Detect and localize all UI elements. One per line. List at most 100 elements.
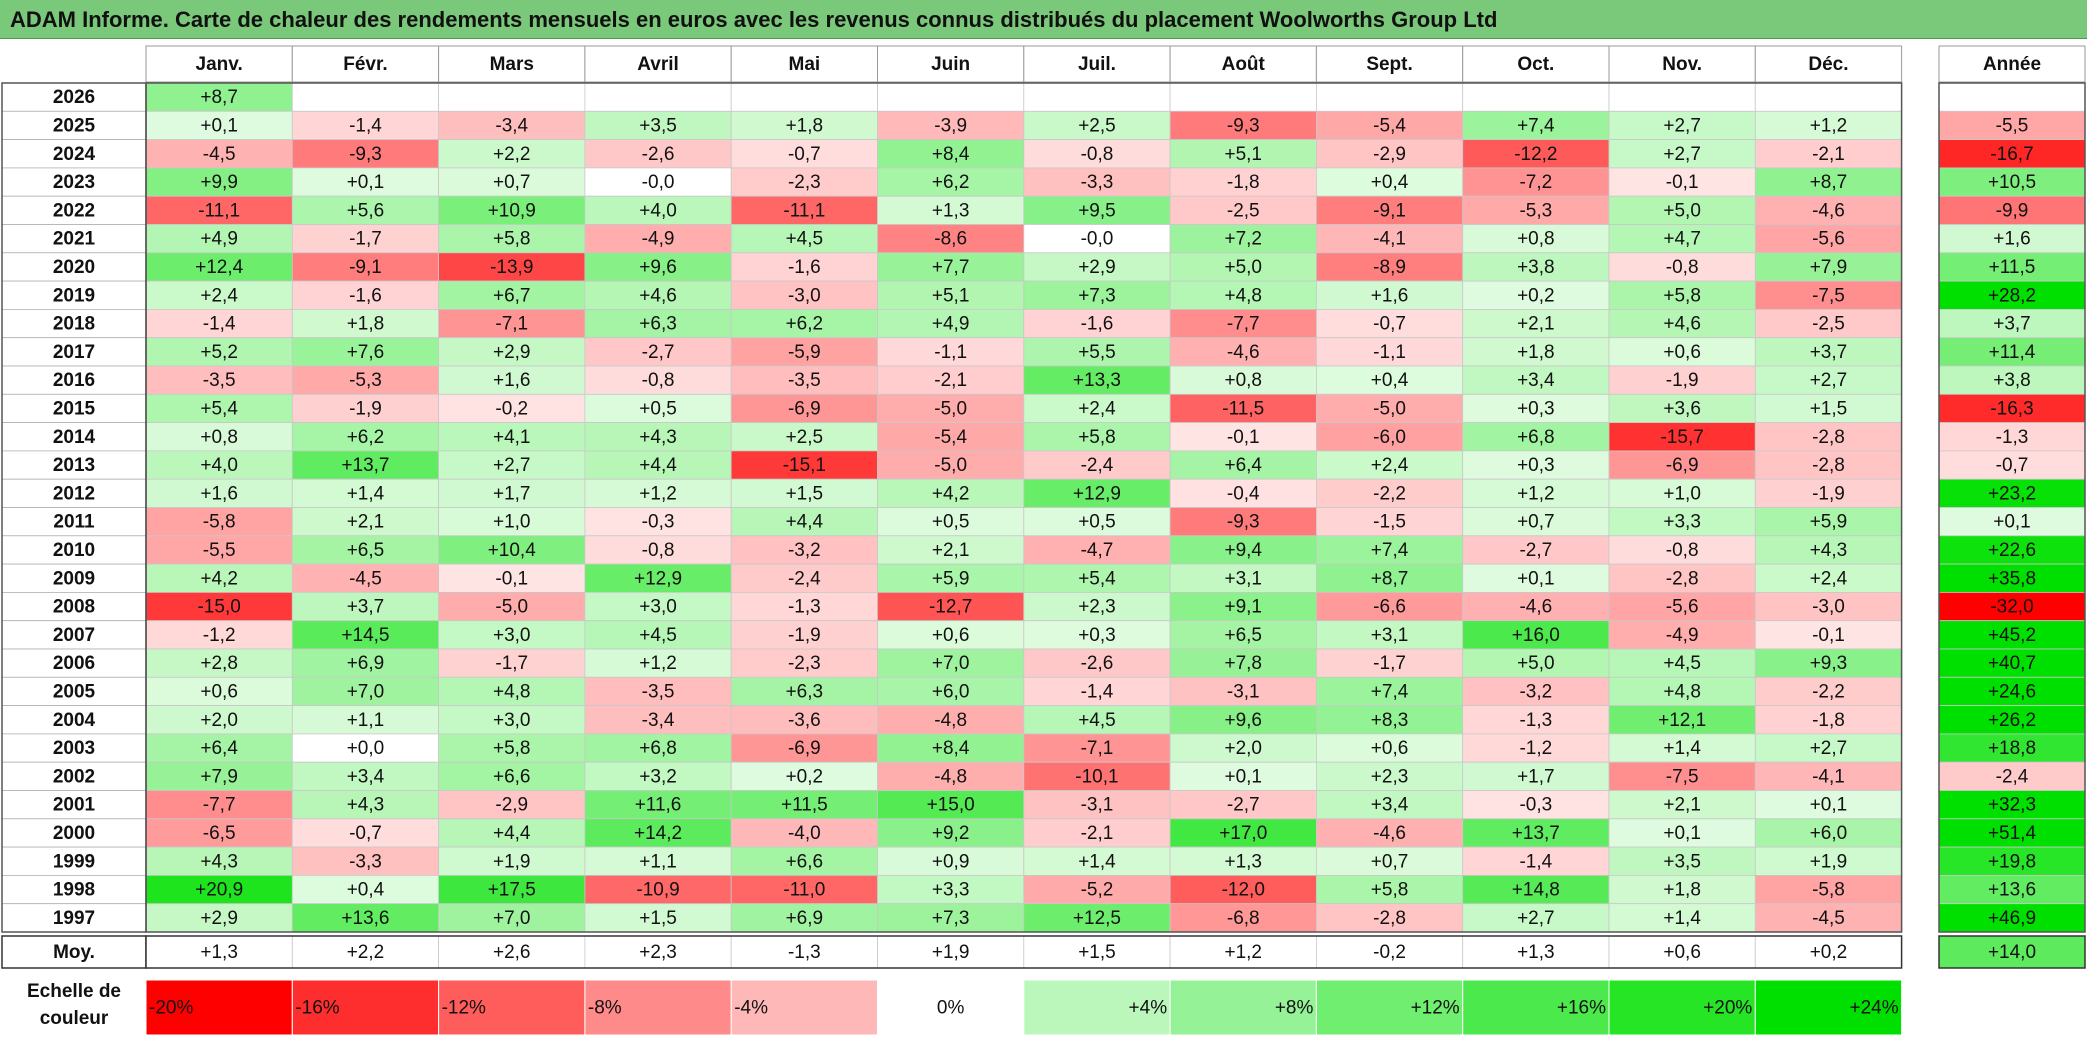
cell-value: +2,7 [1810, 738, 1848, 759]
cell-value: -2,6 [1081, 653, 1114, 674]
heatmap-cell [1316, 507, 1464, 537]
cell-value: +0,1 [200, 115, 238, 136]
cell-value: +0,3 [1517, 455, 1555, 476]
cell-value: -4,0 [788, 823, 821, 844]
heatmap-cell [1023, 393, 1171, 423]
heatmap-cell [584, 676, 732, 706]
color-scale-stop-label: +24% [1849, 998, 1898, 1019]
heatmap-cell [1754, 648, 1903, 678]
cell-value: +5,9 [932, 568, 970, 589]
year-cell [1, 676, 147, 706]
cell-value: +8,4 [932, 738, 970, 759]
year-cell [1, 875, 147, 905]
cell-value: -4,1 [1373, 229, 1406, 250]
heatmap-cell [1169, 82, 1317, 112]
average-value: -0,2 [1373, 942, 1406, 963]
column-header: Janv. [196, 54, 243, 75]
cell-value: +8,7 [1371, 568, 1409, 589]
average-cell [1754, 935, 1903, 969]
heatmap-cell [730, 393, 878, 423]
cell-value: -7,7 [1227, 314, 1260, 335]
cell-value: +2,9 [200, 908, 238, 929]
annual-header-cell [1938, 45, 2086, 83]
cell-value: -2,7 [1519, 540, 1552, 561]
heatmap-cell [1023, 365, 1171, 395]
cell-value: -9,1 [349, 257, 382, 278]
cell-value: +12,4 [195, 257, 244, 278]
cell-value: +6,0 [1810, 823, 1848, 844]
cell-value: -0,8 [642, 540, 675, 561]
cell-value: +6,2 [347, 427, 385, 448]
heatmap-cell [584, 733, 732, 763]
cell-value: -0,1 [1666, 172, 1699, 193]
cell-value: +3,0 [493, 710, 531, 731]
cell-value: +9,2 [932, 823, 970, 844]
cell-value: +10,4 [488, 540, 537, 561]
heatmap-cell [1169, 790, 1317, 820]
color-scale-stop-label: -12% [442, 998, 486, 1019]
color-scale-stop-label: 0% [937, 998, 965, 1019]
annual-value: -2,4 [1996, 766, 2029, 787]
heatmap-cell [1023, 110, 1171, 141]
cell-value: -4,9 [642, 229, 675, 250]
heatmap-cell [584, 393, 732, 423]
annual-cell [1938, 82, 2086, 112]
cell-value: -1,9 [1812, 483, 1845, 504]
cell-value: -7,2 [1519, 172, 1552, 193]
heatmap-cell [1316, 478, 1464, 508]
cell-value: +5,5 [1078, 342, 1116, 363]
cell-value: -1,8 [1812, 710, 1845, 731]
year-cell [1, 790, 147, 820]
cell-value: +3,4 [347, 766, 385, 787]
heatmap-cell [1754, 252, 1903, 282]
heatmap-cell [1316, 422, 1464, 452]
heatmap-cell [1462, 365, 1610, 395]
year-label: 2005 [53, 681, 96, 702]
cell-value: -1,1 [934, 342, 967, 363]
cell-value: +1,3 [1224, 851, 1262, 872]
heatmap-cell [1169, 422, 1317, 452]
color-scale-stop-label: +20% [1703, 998, 1752, 1019]
average-value: -1,3 [788, 942, 821, 963]
cell-value: +4,5 [1078, 710, 1116, 731]
cell-value: +2,1 [1663, 795, 1701, 816]
heatmap-cell [584, 308, 732, 339]
heatmap-cell [291, 676, 439, 706]
heatmap-cell [291, 790, 439, 820]
heatmap-cell [584, 337, 732, 367]
year-label: 2016 [53, 370, 95, 391]
year-label: 2014 [53, 427, 96, 448]
annual-cell [1938, 507, 2086, 537]
cell-value: +8,4 [932, 144, 970, 165]
heatmap-cell [1169, 195, 1317, 225]
column-header-cell [1315, 45, 1464, 83]
annual-value: +26,2 [1988, 710, 2036, 731]
color-scale-stop-label: -20% [149, 998, 193, 1019]
heatmap-cell [291, 82, 439, 112]
cell-value: +6,8 [639, 738, 677, 759]
year-label: 2012 [53, 483, 95, 504]
heatmap-cell [584, 478, 732, 508]
cell-value: +6,3 [786, 681, 824, 702]
heatmap-cell [438, 167, 586, 197]
cell-value: -0,4 [1227, 483, 1260, 504]
heatmap-cell [291, 167, 439, 197]
year-cell [1, 393, 147, 423]
cell-value: +1,5 [786, 483, 824, 504]
year-cell [1, 563, 147, 593]
annual-cell [1938, 224, 2086, 254]
heatmap-cell [1462, 563, 1610, 593]
cell-value: -0,1 [495, 568, 528, 589]
cell-value: +4,8 [1224, 285, 1262, 306]
year-label: 2007 [53, 625, 95, 646]
annual-value: +3,8 [1993, 370, 2031, 391]
heatmap-cell [730, 308, 878, 339]
heatmap-cell [1462, 790, 1610, 820]
year-label: 2015 [53, 398, 96, 419]
cell-value: -8,9 [1373, 257, 1406, 278]
heatmap-cell [877, 139, 1025, 169]
cell-value: -4,8 [934, 766, 967, 787]
average-value: +0,6 [1663, 942, 1701, 963]
cell-value: +1,4 [1663, 738, 1701, 759]
cell-value: +0,3 [1517, 398, 1555, 419]
